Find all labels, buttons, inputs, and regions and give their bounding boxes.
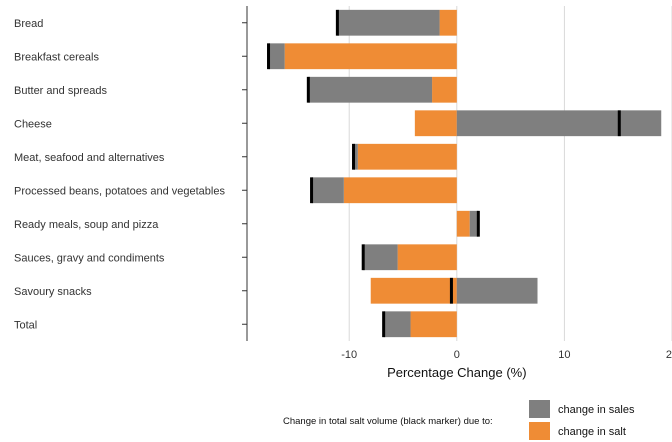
category-label: Butter and spreads — [14, 85, 107, 97]
bar-change-in-sales — [456, 277, 538, 304]
category-label: Sauces, gravy and condiments — [14, 252, 165, 264]
legend-swatch-sales — [529, 400, 550, 418]
bar-change-in-sales — [456, 110, 662, 137]
category-label: Breakfast cereals — [14, 51, 99, 63]
total-marker — [476, 210, 480, 237]
category-label: Ready meals, soup and pizza — [14, 219, 159, 231]
total-marker — [449, 277, 453, 304]
bar-change-in-sales — [337, 9, 440, 36]
bar-change-in-salt — [343, 177, 457, 204]
total-marker — [361, 244, 365, 271]
x-tick-label: 0 — [454, 349, 460, 361]
y-axis: Bread Breakfast cereals Butter and spreads… — [14, 6, 248, 341]
total-marker — [617, 110, 621, 137]
bar-change-in-salt — [370, 277, 457, 304]
bar-change-in-sales — [383, 311, 411, 338]
total-marker — [306, 76, 310, 103]
bar-change-in-salt — [439, 9, 457, 36]
legend: Change in total salt volume (black marke… — [283, 400, 635, 440]
bar-change-in-salt — [357, 143, 457, 170]
legend-label: change in salt — [558, 426, 626, 438]
bar-change-in-sales — [268, 43, 285, 70]
bar-change-in-salt — [456, 210, 470, 237]
bar-change-in-salt — [410, 311, 457, 338]
total-marker — [335, 9, 339, 36]
x-tick-label: 10 — [558, 349, 570, 361]
category-label: Meat, seafood and alternatives — [14, 152, 165, 164]
total-markers — [267, 9, 621, 338]
x-axis-title: Percentage Change (%) — [387, 365, 526, 380]
category-label: Cheese — [14, 118, 52, 130]
bar-change-in-salt — [414, 110, 457, 137]
legend-swatch-salt — [529, 422, 550, 440]
bars — [268, 9, 662, 338]
category-label: Total — [14, 319, 37, 331]
total-marker — [310, 177, 314, 204]
total-marker — [382, 311, 386, 338]
bar-change-in-sales — [308, 76, 433, 103]
bar-change-in-sales — [311, 177, 344, 204]
bar-change-in-sales — [363, 244, 398, 271]
total-marker — [352, 143, 356, 170]
x-tick-label: 20 — [666, 349, 672, 361]
bar-change-in-sales — [469, 210, 479, 237]
x-axis: -10 0 10 20 — [341, 349, 672, 361]
bar-change-in-salt — [432, 76, 457, 103]
total-marker — [267, 43, 271, 70]
x-tick-label: -10 — [341, 349, 357, 361]
category-label: Processed beans, potatoes and vegetables — [14, 185, 225, 197]
legend-label: change in sales — [558, 404, 635, 416]
legend-title: Change in total salt volume (black marke… — [283, 416, 493, 427]
bar-change-in-salt — [397, 244, 457, 271]
bar-change-in-salt — [284, 43, 457, 70]
category-label: Savoury snacks — [14, 286, 92, 298]
category-label: Bread — [14, 18, 43, 30]
bar-change-in-sales — [353, 143, 358, 170]
